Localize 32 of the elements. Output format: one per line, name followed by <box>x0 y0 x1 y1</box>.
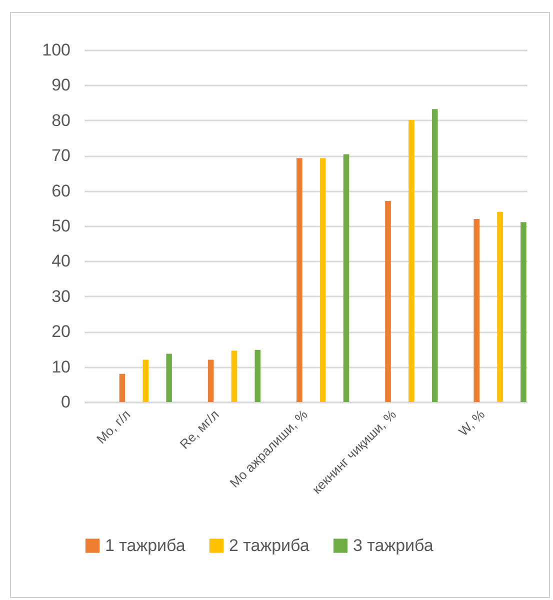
bar <box>166 354 172 402</box>
y-tick-label: 0 <box>61 392 70 412</box>
bar <box>208 360 214 402</box>
y-tick-label: 30 <box>52 286 70 306</box>
bar <box>474 218 480 402</box>
x-tick-label: W, % <box>456 406 488 439</box>
bar <box>119 374 126 402</box>
y-tick-label: 50 <box>52 216 70 236</box>
y-tick-label: 90 <box>52 76 70 95</box>
bar <box>254 350 261 402</box>
y-tick-label: 100 <box>42 40 70 60</box>
bar <box>343 154 350 402</box>
bar <box>320 158 326 402</box>
y-tick-label: 70 <box>52 146 70 166</box>
y-tick-label: 10 <box>52 357 70 376</box>
legend-label: 3 тажриба <box>353 536 434 555</box>
bar <box>520 222 526 402</box>
bar <box>432 109 438 402</box>
legend-label: 2 тажриба <box>229 536 310 555</box>
y-tick-label: 40 <box>52 252 70 271</box>
bar <box>408 120 414 402</box>
y-tick-label: 60 <box>52 181 70 200</box>
y-tick-label: 80 <box>52 110 70 130</box>
bar <box>385 201 391 402</box>
bar <box>497 212 503 402</box>
x-tick-label: Re, мг/л <box>176 406 222 452</box>
x-tick-label: Mo, г/л <box>93 406 134 447</box>
bar <box>142 360 149 402</box>
bar <box>231 350 238 402</box>
y-tick-label: 20 <box>52 322 70 342</box>
bar <box>296 158 302 402</box>
legend-label: 1 тажриба <box>105 536 186 555</box>
